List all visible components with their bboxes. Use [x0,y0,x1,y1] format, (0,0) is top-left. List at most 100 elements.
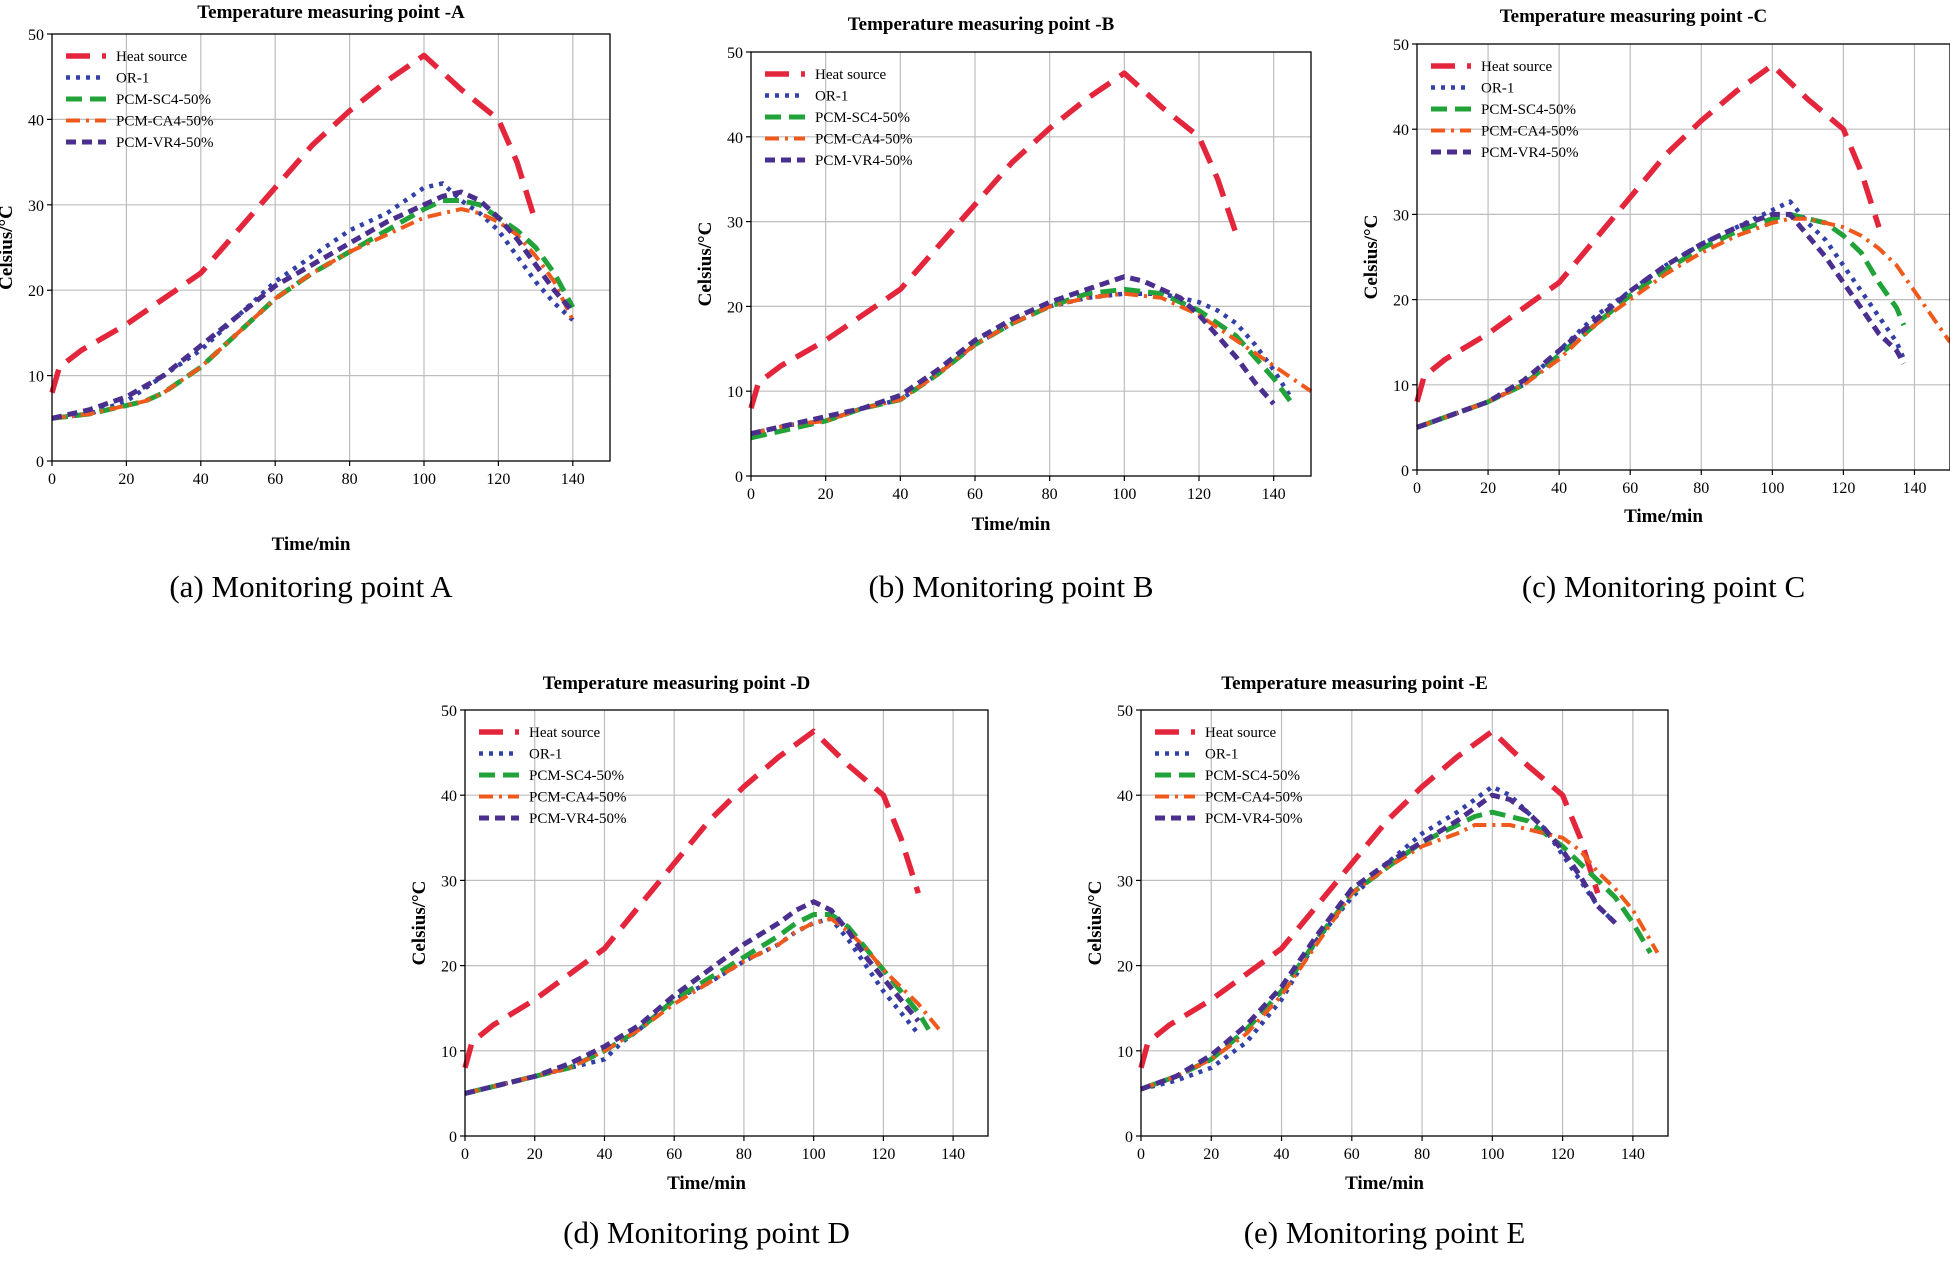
y-tick-label: 40 [441,788,457,805]
x-tick-label: 60 [267,471,283,488]
legend-label: PCM-SC4-50% [529,768,624,784]
series-line-pcm-ca4-50- [750,291,1313,436]
legend: Heat source OR-1 PCM-SC4-50% PCM-CA4-50% PCM… [1155,725,1303,827]
series-line-pcm-sc4-50- [1416,211,1907,430]
x-tick-label: 60 [1622,480,1638,497]
legend-label: OR-1 [529,747,562,763]
x-tick-label: 140 [1621,1146,1645,1163]
legend-label: Heat source [1205,725,1277,741]
x-tick-label: 0 [747,486,755,503]
x-axis-label: Time/min [272,534,351,555]
panel-caption: (a) Monitoring point A [169,569,453,604]
series-line-pcm-vr4-50- [464,899,921,1096]
x-tick-label: 120 [1187,486,1211,503]
plot-frame [51,33,611,462]
x-tick-label: 140 [941,1146,965,1163]
x-tick-label: 100 [1480,1146,1504,1163]
y-axis-label: Celsius/°C [409,881,430,966]
x-tick-label: 20 [818,486,834,503]
x-tick-label: 100 [1112,486,1136,503]
y-tick-label: 20 [28,283,44,300]
x-tick-label: 140 [561,471,585,488]
x-tick-label: 60 [1344,1146,1360,1163]
chart-title: Temperature measuring point -C [1500,6,1768,27]
legend-label: PCM-SC4-50% [1205,768,1300,784]
x-axis-label: Time/min [1624,506,1703,527]
y-tick-label: 0 [1401,463,1409,480]
x-tick-label: 120 [1831,480,1855,497]
x-tick-label: 0 [1413,480,1421,497]
x-tick-label: 100 [1760,480,1784,497]
series-line-pcm-ca4-50- [51,207,575,421]
x-tick-label: 20 [1480,480,1496,497]
x-tick-label: 60 [666,1146,682,1163]
y-tick-label: 50 [1393,37,1409,54]
series-line-pcm-vr4-50- [750,274,1276,437]
y-tick-label: 20 [1393,293,1409,310]
y-tick-label: 40 [727,130,743,147]
x-tick-label: 40 [1274,1146,1290,1163]
legend: Heat source OR-1 PCM-SC4-50% PCM-CA4-50% PCM… [66,49,214,151]
series-line-pcm-ca4-50- [1140,823,1660,1091]
x-tick-label: 0 [461,1146,469,1163]
x-axis-label: Time/min [667,1173,746,1194]
y-tick-label: 10 [1117,1044,1133,1061]
y-tick-label: 40 [28,112,44,129]
y-tick-label: 20 [1117,959,1133,976]
x-tick-label: 40 [1551,480,1567,497]
chart-panel-a: 0 20 40 60 80 100 120 140 0 10 20 30 40 50 Temperature… [0,2,611,604]
legend-label: PCM-SC4-50% [116,92,211,108]
y-tick-label: 10 [28,369,44,386]
legend-label: PCM-SC4-50% [1481,102,1576,118]
series-line-pcm-sc4-50- [1140,809,1653,1092]
legend-label: PCM-CA4-50% [1205,790,1303,806]
series-line-or-1 [1140,784,1617,1092]
plot-frame [750,51,1312,477]
y-axis-label: Celsius/°C [695,222,716,307]
x-tick-label: 60 [967,486,983,503]
series-line-heat-source [1138,728,1601,1069]
x-tick-label: 80 [1693,480,1709,497]
legend-label: PCM-VR4-50% [1205,811,1303,827]
y-tick-label: 50 [441,703,457,720]
y-tick-label: 20 [441,959,457,976]
panel-caption: (b) Monitoring point B [868,569,1153,604]
legend: Heat source OR-1 PCM-SC4-50% PCM-CA4-50% PCM… [765,67,913,169]
y-tick-label: 30 [441,873,457,890]
y-axis-label: Celsius/°C [0,205,17,290]
series-line-pcm-ca4-50- [464,916,941,1096]
legend-label: Heat source [116,49,188,65]
panel-caption: (e) Monitoring point E [1244,1215,1526,1250]
x-tick-label: 80 [1042,486,1058,503]
plot-frame [1140,709,1669,1137]
y-axis-label: Celsius/°C [1361,215,1382,300]
legend-label: PCM-VR4-50% [815,153,913,169]
x-tick-label: 120 [1551,1146,1575,1163]
chart-title: Temperature measuring point -A [197,2,465,23]
series-line-heat-source [748,70,1239,409]
chart-title: Temperature measuring point -B [848,14,1115,35]
x-tick-label: 100 [412,471,436,488]
y-tick-label: 40 [1117,788,1133,805]
series-line-pcm-vr4-50- [1416,211,1906,430]
legend: Heat source OR-1 PCM-SC4-50% PCM-CA4-50% PCM… [1431,59,1579,161]
y-tick-label: 50 [727,45,743,62]
panel-caption: (d) Monitoring point D [563,1215,850,1250]
x-tick-label: 40 [596,1146,612,1163]
legend-label: PCM-VR4-50% [1481,145,1579,161]
x-tick-label: 80 [736,1146,752,1163]
x-tick-label: 20 [118,471,134,488]
y-tick-label: 10 [1393,378,1409,395]
chart-panel-d: 0 20 40 60 80 100 120 140 0 10 20 30 40 50 Temperature… [409,673,989,1250]
x-tick-label: 120 [486,471,510,488]
y-tick-label: 0 [735,469,743,486]
y-tick-label: 30 [28,198,44,215]
legend-label: Heat source [815,67,887,83]
y-tick-label: 50 [1117,703,1133,720]
chart-panel-c: 0 20 40 60 80 100 120 140 0 10 20 30 40 50 Temperature… [1361,6,1950,604]
y-axis-label: Celsius/°C [1085,881,1106,966]
y-tick-label: 30 [727,215,743,232]
series-line-pcm-ca4-50- [1416,216,1950,430]
panel-caption: (c) Monitoring point C [1522,569,1805,604]
